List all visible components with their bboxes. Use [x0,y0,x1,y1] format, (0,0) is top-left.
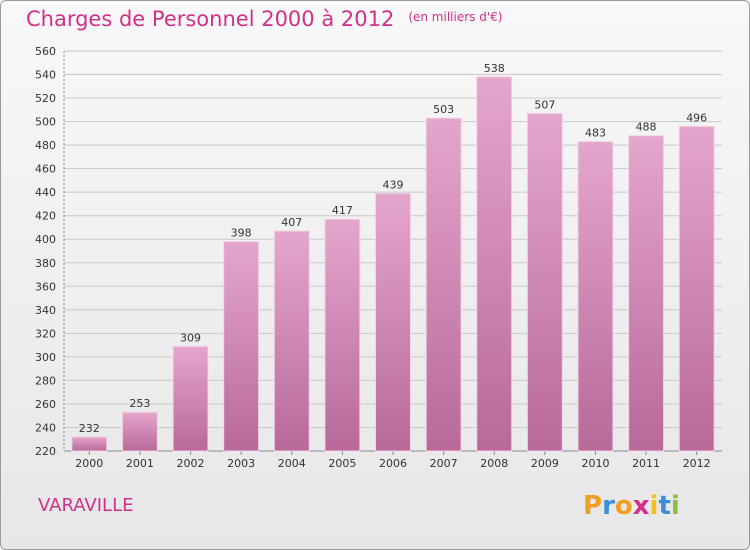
x-tick-label: 2008 [480,457,508,470]
bars [71,76,715,452]
value-label: 309 [180,331,201,344]
y-tick-label: 260 [35,398,56,411]
bar-2010 [577,141,614,452]
value-label: 417 [332,204,353,217]
y-tick-label: 540 [35,69,56,82]
value-label: 488 [636,121,657,134]
bar-2004 [273,230,310,452]
bar-2002 [172,345,209,452]
y-tick-label: 420 [35,210,56,223]
bar-2003 [223,241,260,452]
y-tick-label: 300 [35,351,56,364]
chart-title-text: Charges de Personnel 2000 à 2012 [26,7,395,31]
value-label: 503 [433,103,454,116]
value-labels: 232 253 309 398 407 417 439 503 538 507 483 488 496 [79,62,707,435]
logo-letter: x [632,491,650,521]
logo-letter: P [583,491,603,521]
bar-2006 [375,192,411,452]
y-tick-label: 380 [35,257,56,270]
bar-2007 [425,117,462,452]
logo-letter: i [670,491,680,521]
x-tick-label: 2007 [430,457,458,470]
bar-2005 [324,218,361,452]
y-tick-label: 360 [35,280,56,293]
x-tick-label: 2002 [177,457,205,470]
value-label: 439 [383,178,404,191]
y-tick-label: 340 [35,304,56,317]
x-tick-label: 2000 [75,457,103,470]
y-tick-label: 460 [35,163,56,176]
y-tick-label: 220 [35,445,56,458]
y-tick-label: 400 [35,233,56,246]
x-tick-label: 2005 [328,457,356,470]
place-name: VARAVILLE [38,495,134,516]
x-tick-label: 2011 [632,457,660,470]
bar-2008 [476,76,513,452]
bar-2009 [526,112,563,452]
x-tick-label: 2012 [683,457,711,470]
value-label: 407 [281,216,302,229]
bar-2012 [678,125,715,452]
y-tick-label: 480 [35,139,56,152]
y-tick-label: 520 [35,92,56,105]
value-label: 398 [231,227,252,240]
bar-2000 [71,436,108,452]
logo-letter: o [614,491,633,521]
value-label: 538 [484,62,505,75]
logo-letter: t [658,491,671,521]
x-tick-label: 2001 [126,457,154,470]
value-label: 253 [129,397,150,410]
x-tick-label: 2006 [379,457,407,470]
logo-letter: r [602,491,615,521]
y-tick-label: 560 [35,45,56,58]
x-tick-label: 2009 [531,457,559,470]
chart-title: Charges de Personnel 2000 à 2012 (en mill… [26,7,502,31]
y-tick-label: 500 [35,116,56,129]
y-tick-label: 280 [35,374,56,387]
logo-letter: i [649,491,659,521]
value-label: 483 [585,127,606,140]
value-label: 507 [534,98,555,111]
x-tick-label: 2010 [581,457,609,470]
value-label: 232 [79,422,100,435]
bar-2011 [628,135,665,452]
axes: 220 240 260 280 300 320 340 360 380 400 420 440 460 4… [35,45,722,470]
x-tick-label: 2004 [278,457,306,470]
y-tick-label: 440 [35,186,56,199]
chart-subtitle: (en milliers d'€) [408,10,503,24]
x-tick-label: 2003 [227,457,255,470]
proxiti-logo: Proxiti [583,491,680,521]
y-tick-label: 320 [35,327,56,340]
bar-2001 [121,411,158,452]
y-tick-label: 240 [35,421,56,434]
value-label: 496 [686,111,707,124]
